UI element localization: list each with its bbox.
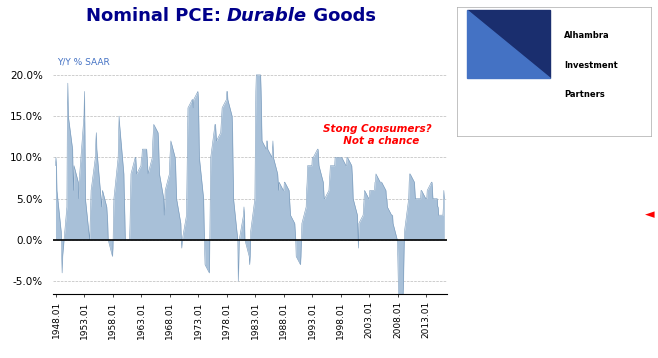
Text: Investment: Investment (564, 61, 618, 70)
Text: Y/Y % SAAR: Y/Y % SAAR (57, 57, 109, 67)
Text: Stong Consumers?
  Not a chance: Stong Consumers? Not a chance (323, 124, 432, 146)
Text: Nominal PCE:: Nominal PCE: (86, 7, 227, 25)
Text: Alhambra: Alhambra (564, 31, 610, 40)
Text: Goods: Goods (307, 7, 376, 25)
Text: ◄: ◄ (645, 208, 655, 221)
Text: Durable: Durable (227, 7, 307, 25)
Polygon shape (467, 10, 551, 78)
Polygon shape (467, 10, 551, 78)
Text: Partners: Partners (564, 90, 605, 99)
